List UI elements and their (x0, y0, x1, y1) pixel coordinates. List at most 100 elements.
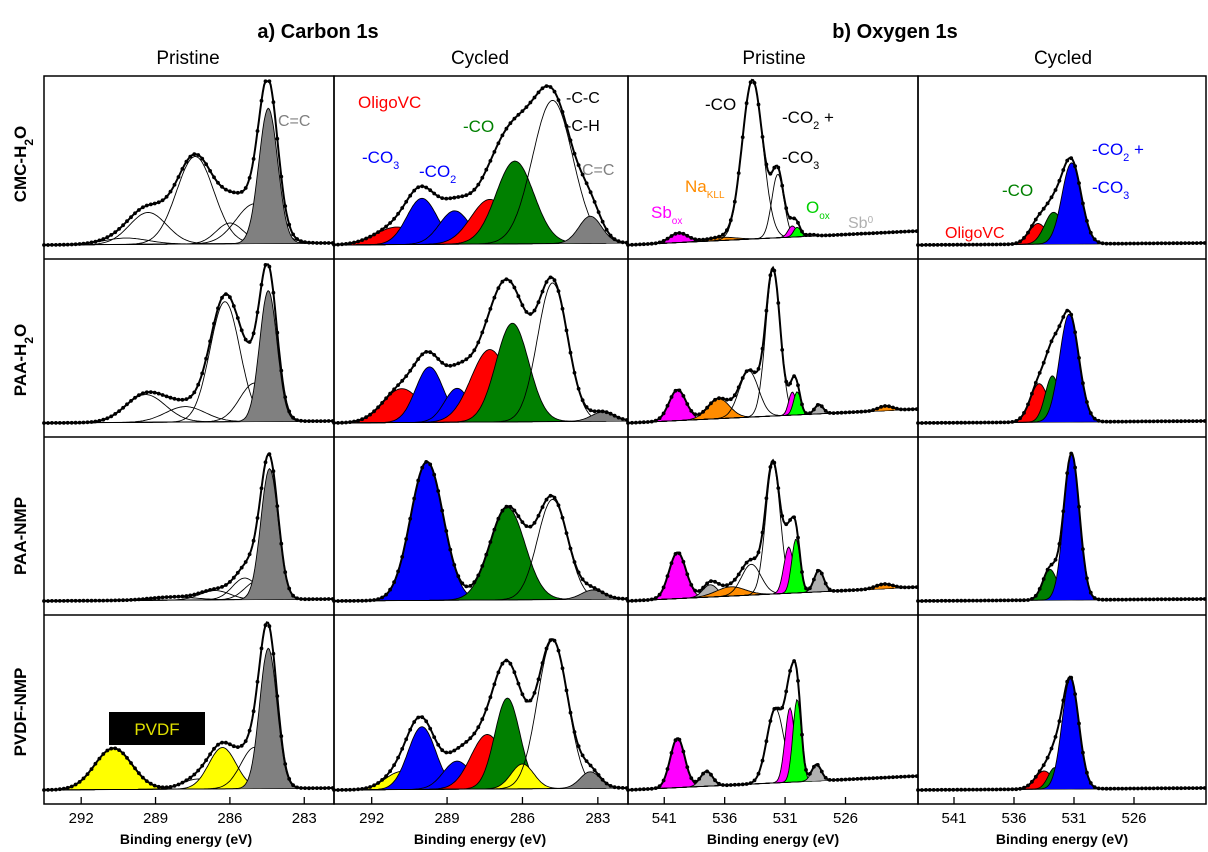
data-point (344, 599, 348, 603)
data-point (859, 409, 864, 414)
label-co-oxygen-cycled: -CO (1002, 181, 1033, 200)
data-point (105, 235, 110, 240)
data-point (287, 586, 292, 591)
data-point (568, 546, 573, 551)
data-point (831, 411, 836, 415)
data-point (736, 385, 741, 390)
data-point (141, 597, 145, 601)
data-point (1136, 241, 1140, 246)
tick-label-531: 531 (773, 810, 798, 827)
component-peak-blue-0 (334, 461, 628, 601)
data-point (524, 310, 529, 314)
data-point (725, 583, 729, 588)
data-point (600, 590, 605, 595)
data-point (303, 786, 307, 790)
data-point (1049, 746, 1054, 751)
data-point (220, 585, 224, 589)
data-point (1128, 419, 1132, 424)
data-point (1069, 675, 1074, 680)
data-point (89, 598, 94, 603)
label-co3-oxygen: -CO3 (782, 148, 819, 172)
data-point (109, 746, 114, 751)
data-point (388, 221, 392, 225)
data-point (596, 210, 601, 215)
data-point (204, 356, 209, 361)
data-point (536, 90, 541, 95)
data-point (336, 421, 340, 425)
data-point (776, 486, 781, 490)
component-peak-gray-4 (44, 290, 334, 423)
data-point (220, 740, 224, 745)
data-point (322, 419, 327, 423)
data-point (267, 452, 272, 457)
data-point (251, 157, 256, 161)
data-point (1194, 241, 1199, 246)
data-point (208, 752, 213, 757)
data-point (681, 394, 686, 398)
data-point (645, 242, 650, 246)
data-point (967, 420, 971, 425)
data-point (291, 232, 295, 237)
data-point (436, 742, 441, 747)
data-point (432, 191, 437, 196)
data-point (673, 552, 678, 556)
data-point (875, 406, 879, 411)
data-point (239, 743, 244, 748)
data-point (693, 237, 698, 242)
data-point (902, 585, 907, 590)
data-point (89, 240, 94, 245)
data-point (307, 240, 311, 245)
data-point (982, 787, 987, 792)
data-point (1147, 419, 1152, 424)
data-point (990, 598, 995, 603)
data-point (1120, 419, 1125, 424)
row-label-cmc-h2o: CMC-H2O (11, 126, 36, 203)
data-point (544, 84, 549, 88)
data-point (69, 420, 74, 425)
data-point (408, 727, 413, 732)
data-point (141, 391, 145, 396)
data-point (436, 489, 441, 493)
data-point (1171, 597, 1176, 602)
label-sb0: Sb0 (848, 215, 874, 233)
data-point (125, 219, 129, 224)
data-point (653, 418, 658, 423)
data-point (524, 105, 529, 109)
spectrum-panel-carbon-cycled-PAA-H2O (332, 275, 629, 425)
data-point (910, 229, 915, 234)
data-point (322, 597, 327, 601)
data-point (764, 496, 769, 501)
data-point (943, 787, 948, 792)
data-point (705, 769, 709, 774)
data-point (784, 522, 789, 527)
data-point (208, 588, 213, 592)
data-point (432, 472, 437, 477)
data-point (871, 776, 876, 781)
data-point (1124, 419, 1128, 424)
data-point (516, 514, 521, 519)
data-point (484, 319, 489, 323)
data-point (424, 460, 429, 464)
data-point (61, 599, 66, 603)
data-point (303, 419, 307, 423)
data-point (717, 582, 721, 586)
data-point (883, 775, 887, 780)
data-point (1191, 241, 1195, 246)
data-point (564, 531, 569, 535)
data-point (748, 80, 753, 85)
data-point (352, 787, 356, 792)
data-point (721, 583, 725, 588)
data-point (596, 409, 601, 414)
data-point (552, 89, 557, 94)
data-point (673, 388, 678, 393)
data-point (61, 242, 66, 247)
data-point (360, 787, 364, 791)
data-point (1100, 597, 1105, 602)
data-point (484, 167, 489, 172)
data-point (784, 689, 789, 694)
data-point (851, 777, 856, 781)
data-point (1088, 230, 1093, 235)
tick-label-283: 283 (585, 810, 610, 827)
data-point (955, 787, 960, 792)
data-point (121, 223, 125, 228)
